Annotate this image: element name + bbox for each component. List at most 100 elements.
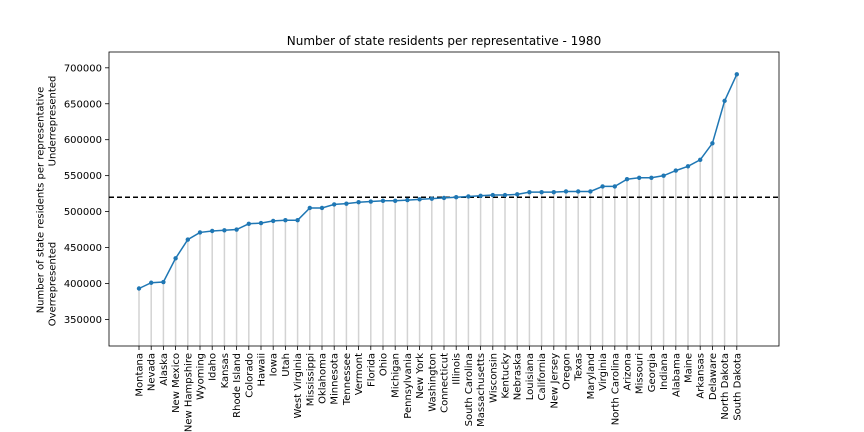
data-point-45 bbox=[685, 164, 691, 169]
y-tick-label: 700000 bbox=[64, 63, 102, 74]
x-tick-label: New Hampshire bbox=[183, 353, 194, 432]
data-point-3 bbox=[173, 256, 178, 261]
data-point-25 bbox=[441, 195, 447, 201]
x-tick-label: Maryland bbox=[586, 353, 597, 399]
data-point-19 bbox=[368, 199, 373, 204]
x-tick-label: Michigan bbox=[391, 353, 402, 398]
data-point-20 bbox=[380, 198, 386, 203]
x-tick-label: Louisiana bbox=[525, 353, 536, 400]
data-point-44 bbox=[673, 168, 678, 173]
x-tick-label: Montana bbox=[135, 353, 146, 397]
data-point-2 bbox=[161, 279, 166, 285]
x-tick-label: Virginia bbox=[598, 353, 609, 391]
data-point-26 bbox=[454, 195, 459, 200]
data-point-35 bbox=[563, 189, 569, 194]
x-tick-label: Ohio bbox=[379, 353, 390, 376]
data-point-14 bbox=[307, 205, 312, 211]
data-point-27 bbox=[466, 194, 471, 199]
data-point-0 bbox=[136, 286, 142, 291]
x-tick-label: Wyoming bbox=[196, 353, 207, 400]
data-point-18 bbox=[356, 200, 361, 205]
x-tick-label: Minnesota bbox=[330, 353, 341, 405]
x-tick-label: Missouri bbox=[635, 353, 646, 394]
data-point-9 bbox=[246, 221, 251, 226]
data-point-8 bbox=[234, 227, 239, 232]
x-tick-label: Washington bbox=[427, 353, 438, 412]
data-point-42 bbox=[649, 175, 654, 180]
x-tick-label: Maine bbox=[684, 353, 695, 383]
data-point-34 bbox=[551, 189, 556, 195]
x-tick-label: South Carolina bbox=[464, 353, 475, 426]
x-tick-label: New York bbox=[415, 353, 426, 399]
data-point-12 bbox=[283, 218, 288, 223]
x-tick-label: Oregon bbox=[562, 353, 573, 390]
data-point-15 bbox=[319, 205, 325, 211]
data-point-31 bbox=[515, 192, 520, 197]
data-point-38 bbox=[600, 184, 605, 189]
x-tick-label: Nebraska bbox=[513, 353, 524, 400]
x-tick-label: Vermont bbox=[354, 353, 365, 395]
x-tick-label: Connecticut bbox=[440, 353, 451, 413]
data-point-22 bbox=[405, 197, 410, 203]
series-line bbox=[138, 73, 738, 290]
x-tick-label: Georgia bbox=[647, 353, 658, 392]
data-point-23 bbox=[417, 197, 422, 202]
x-tick-label: North Carolina bbox=[610, 353, 621, 425]
data-point-7 bbox=[222, 228, 227, 233]
x-tick-label: Indiana bbox=[659, 353, 670, 390]
data-point-11 bbox=[271, 218, 276, 224]
x-tick-label: Kansas bbox=[220, 353, 231, 388]
x-tick-label: California bbox=[537, 353, 548, 401]
y-tick-label: 450000 bbox=[64, 243, 102, 254]
data-point-5 bbox=[197, 230, 203, 235]
y-tick-label: 400000 bbox=[64, 279, 102, 290]
chart-title: Number of state residents per representa… bbox=[286, 34, 602, 48]
x-tick-label: North Dakota bbox=[720, 353, 731, 420]
data-point-49 bbox=[734, 72, 739, 77]
x-tick-label: Iowa bbox=[269, 353, 280, 376]
data-point-29 bbox=[490, 192, 495, 198]
data-point-30 bbox=[502, 192, 508, 198]
x-tick-label: Arizona bbox=[623, 353, 634, 391]
x-tick-label: South Dakota bbox=[732, 353, 743, 421]
x-tick-label: West Virginia bbox=[293, 353, 304, 418]
x-tick-label: New Jersey bbox=[549, 353, 560, 409]
x-tick-label: Idaho bbox=[208, 353, 219, 381]
data-point-6 bbox=[210, 228, 215, 234]
y-tick-label: 350000 bbox=[64, 315, 102, 326]
y-tick-label: 550000 bbox=[64, 171, 102, 182]
data-point-24 bbox=[429, 196, 434, 201]
x-tick-label: Nevada bbox=[147, 353, 158, 391]
data-point-46 bbox=[698, 157, 703, 163]
data-point-48 bbox=[722, 98, 727, 104]
y-tick-label: 650000 bbox=[64, 99, 102, 110]
data-point-1 bbox=[149, 280, 154, 285]
x-tick-label: Alaska bbox=[159, 353, 170, 386]
data-point-33 bbox=[539, 189, 544, 195]
data-point-21 bbox=[393, 198, 398, 203]
data-point-10 bbox=[258, 220, 264, 226]
data-point-39 bbox=[612, 184, 617, 189]
x-tick-label: Texas bbox=[574, 353, 585, 382]
x-tick-label: Arkansas bbox=[696, 353, 707, 399]
x-tick-label: Colorado bbox=[244, 353, 255, 398]
x-tick-label: Tennessee bbox=[342, 353, 353, 406]
x-tick-label: Illinois bbox=[452, 353, 463, 385]
data-point-41 bbox=[637, 175, 642, 180]
x-tick-label: Pennsylvania bbox=[403, 353, 414, 419]
x-tick-label: Rhode Island bbox=[232, 353, 243, 418]
x-tick-label: Massachusetts bbox=[476, 353, 487, 427]
data-point-40 bbox=[624, 177, 630, 182]
x-tick-label: Florida bbox=[366, 353, 377, 387]
data-point-47 bbox=[710, 141, 715, 146]
data-point-37 bbox=[588, 189, 593, 194]
x-tick-label: Oklahoma bbox=[318, 353, 329, 404]
data-point-16 bbox=[332, 202, 337, 207]
x-tick-label: Hawaii bbox=[257, 353, 268, 387]
data-point-43 bbox=[661, 173, 666, 178]
y-tick-label: 600000 bbox=[64, 135, 102, 146]
x-tick-label: Delaware bbox=[708, 353, 719, 400]
data-point-32 bbox=[527, 189, 532, 195]
